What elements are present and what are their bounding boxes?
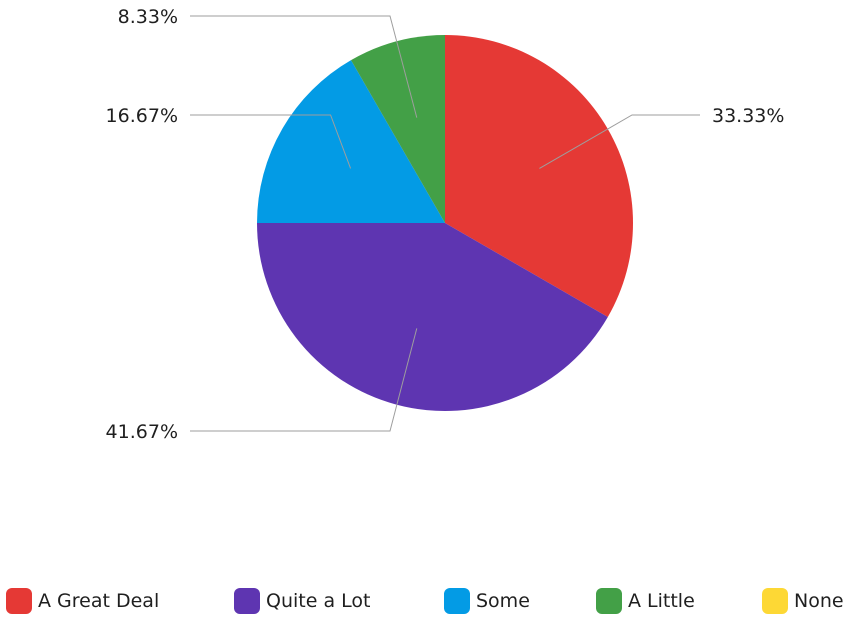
legend-item-a-great-deal[interactable]: A Great Deal: [6, 586, 159, 616]
legend-label: A Great Deal: [38, 590, 160, 612]
pie-slice-quite-a-lot[interactable]: [257, 223, 608, 411]
leader-line-a-little: [190, 15, 418, 118]
legend-swatch-none: [762, 588, 788, 614]
legend-item-quite-a-lot[interactable]: Quite a Lot: [234, 586, 370, 616]
legend-label: Some: [476, 590, 530, 612]
legend-label: A Little: [628, 590, 695, 612]
leader-lines: [190, 15, 700, 432]
leader-line-some: [190, 114, 352, 169]
slice-label-a-little: 8.33%: [118, 6, 178, 28]
pie-slice-a-little[interactable]: [351, 35, 445, 223]
chart-legend: A Great Deal Quite a Lot Some A Little N…: [0, 586, 857, 618]
slice-label-some: 16.67%: [106, 105, 178, 127]
leader-line-quite-a-lot: [190, 328, 418, 432]
slice-labels: 33.33% 41.67% 16.67% 8.33%: [106, 6, 785, 443]
legend-item-none[interactable]: None: [762, 586, 844, 616]
legend-item-a-little[interactable]: A Little: [596, 586, 695, 616]
slice-label-quite-a-lot: 41.67%: [106, 421, 178, 443]
legend-label: None: [794, 590, 844, 612]
pie-chart: 33.33% 41.67% 16.67% 8.33%: [106, 6, 785, 443]
pie-slice-a-great-deal[interactable]: [445, 35, 633, 317]
pie-slice-some[interactable]: [257, 60, 445, 223]
legend-label: Quite a Lot: [266, 590, 371, 612]
legend-item-some[interactable]: Some: [444, 586, 530, 616]
leader-line-a-great-deal: [539, 114, 700, 169]
legend-swatch-some: [444, 588, 470, 614]
pie-slices: [257, 35, 633, 411]
legend-swatch-a-little: [596, 588, 622, 614]
legend-swatch-quite-a-lot: [234, 588, 260, 614]
slice-label-a-great-deal: 33.33%: [712, 105, 784, 127]
legend-swatch-a-great-deal: [6, 588, 32, 614]
